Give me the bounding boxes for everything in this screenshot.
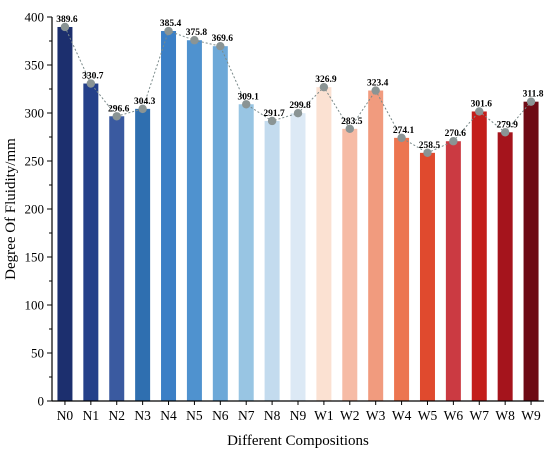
bar-n6 [212,46,228,402]
bar-n7 [238,104,254,401]
y-tick-label: 200 [25,202,45,217]
y-tick-label: 0 [38,394,45,409]
marker-n9 [293,108,303,118]
marker-w6 [449,137,458,146]
bar-w1 [316,87,332,402]
x-tick-label-w8: W8 [495,408,515,423]
x-tick-label-w3: W3 [366,408,386,423]
marker-w8 [500,128,510,137]
marker-n2 [112,112,121,121]
x-tick-label-n7: N7 [238,408,255,423]
data-label-n3: 304.3 [134,97,156,107]
bar-n8 [264,120,280,401]
y-tick-label: 350 [25,58,45,73]
axes: 0 50 100 150 200 250 300 350 400 N0 N1 N2 N3 N4 N5 N6 N7… [25,10,544,423]
bar-w9 [523,101,539,401]
bar-w2 [342,128,358,401]
bars [57,26,539,402]
data-label-w7: 301.6 [471,99,493,109]
y-tick-label: 100 [25,298,45,313]
marker-n4 [164,26,173,36]
marker-w3 [371,86,380,95]
x-tick-label-n2: N2 [108,408,125,423]
x-tick-label-n8: N8 [264,408,281,423]
x-tick-label-w9: W9 [521,408,541,423]
data-label-n5: 375.8 [186,28,208,38]
bar-w5 [419,152,435,401]
y-tick-label: 300 [25,106,45,121]
x-tick-label-w4: W4 [392,408,412,423]
marker-w9 [526,97,536,106]
data-label-w1: 326.9 [315,75,337,85]
x-tick-label-n1: N1 [83,408,100,423]
bar-w6 [445,141,461,401]
marker-w5 [423,148,432,158]
bar-w7 [471,111,487,402]
bar-w8 [497,132,513,401]
y-axis-title: Degree Of Fluidity/mm [3,138,19,280]
data-label-w3: 323.4 [367,79,389,89]
bar-w3 [368,90,384,401]
marker-n5 [190,36,199,45]
marker-n1 [86,79,96,88]
data-label-n0: 389.6 [56,15,78,25]
marker-n8 [267,116,277,126]
x-tick-label-w2: W2 [340,408,360,423]
data-label-w8: 279.9 [496,120,518,130]
y-tick-label: 150 [25,250,45,265]
data-label-n8: 291.7 [263,109,285,119]
marker-n6 [216,41,225,51]
data-label-n6: 369.6 [212,34,234,44]
x-tick-label-n3: N3 [134,408,151,423]
bar-w4 [394,137,410,401]
data-label-n9: 299.8 [289,101,311,111]
bar-n5 [186,40,202,402]
y-tick-label: 250 [25,154,45,169]
bar-n0 [57,26,73,401]
x-tick-label-n9: N9 [290,408,307,423]
x-tick-label-n6: N6 [212,408,229,423]
data-label-n2: 296.6 [108,104,130,114]
x-tick-label-w6: W6 [444,408,464,423]
marker-n7 [242,100,251,109]
bar-n4 [161,31,177,402]
data-labels: 389.6 330.7 296.6 304.3 385.4 375.8 369.6 309.1… [56,15,543,151]
x-tick-label-n5: N5 [186,408,203,423]
data-label-w9: 311.8 [523,90,544,100]
marker-n3 [138,104,147,114]
x-tick-label-w5: W5 [418,408,438,423]
marker-w1 [319,82,329,92]
data-label-n7: 309.1 [238,92,260,102]
bar-n9 [290,113,306,401]
bar-n1 [83,83,99,401]
data-label-n1: 330.7 [82,72,104,82]
trend-line [60,22,536,158]
data-label-n4: 385.4 [160,19,182,29]
data-label-w6: 270.6 [445,129,467,139]
marker-n0 [60,22,70,32]
bar-n2 [109,116,125,401]
marker-w4 [397,133,406,143]
x-axis-title: Different Compositions [227,433,369,449]
data-label-w5: 258.5 [419,141,441,151]
data-label-w4: 274.1 [393,126,415,136]
marker-w7 [475,107,484,116]
y-tick-label: 400 [25,10,45,25]
data-label-w2: 283.5 [341,117,363,127]
marker-w2 [345,124,354,134]
bar-n3 [135,108,151,401]
x-tick-label-w7: W7 [470,408,490,423]
y-tick-label: 50 [31,346,44,361]
x-tick-label-n0: N0 [57,408,74,423]
x-tick-label-w1: W1 [314,408,334,423]
x-tick-label-n4: N4 [160,408,177,423]
